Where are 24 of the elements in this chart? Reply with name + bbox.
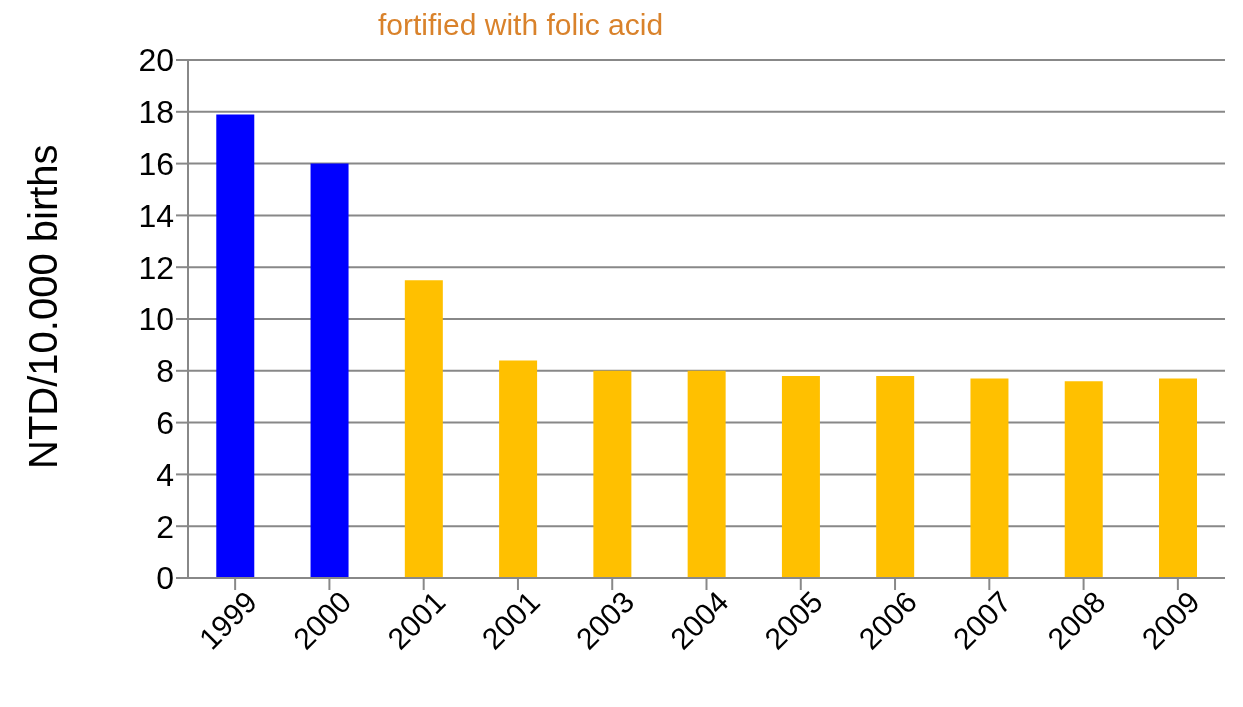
bar xyxy=(781,375,820,578)
bar xyxy=(216,114,255,578)
bar xyxy=(404,280,443,578)
y-tick-label: 6 xyxy=(156,404,174,441)
y-tick-label: 12 xyxy=(138,249,174,286)
y-tick-label: 8 xyxy=(156,353,174,390)
bar xyxy=(1159,378,1198,578)
y-tick-label: 4 xyxy=(156,456,174,493)
y-tick-label: 10 xyxy=(138,301,174,338)
bar xyxy=(1064,381,1103,578)
y-tick-label: 2 xyxy=(156,508,174,545)
y-tick-label: 0 xyxy=(156,560,174,597)
bar xyxy=(499,360,538,578)
y-tick-label: 14 xyxy=(138,197,174,234)
y-tick-label: 18 xyxy=(138,94,174,131)
y-axis-title: NTD/10.000 births xyxy=(21,144,66,469)
y-tick-label: 16 xyxy=(138,145,174,182)
y-tick-label: 20 xyxy=(138,42,174,79)
bar xyxy=(593,370,632,578)
bar xyxy=(687,370,726,578)
bar xyxy=(970,378,1009,578)
bar xyxy=(876,375,915,578)
bar xyxy=(310,163,349,578)
text: fortified with folic acid xyxy=(377,8,665,41)
